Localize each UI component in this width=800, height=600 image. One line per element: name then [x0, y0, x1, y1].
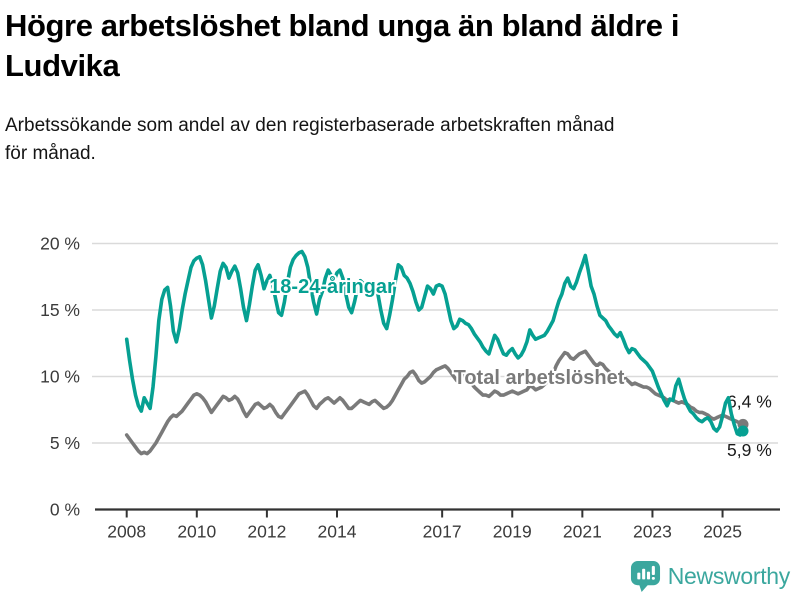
series-line-total-arbetsl-shet — [124, 349, 745, 456]
chart-subtitle-line2: för månad. — [5, 142, 96, 164]
brand-footer: Newsworthy — [630, 560, 790, 593]
end-label-18-24-ringar: 5,9 % — [727, 440, 772, 460]
newsworthy-logo-icon — [630, 561, 660, 592]
chart-subtitle: Arbetssökande som andel av den registerb… — [5, 112, 790, 168]
svg-text:0 %: 0 % — [50, 500, 80, 520]
unemployment-chart: 0 %5 %10 %15 %20 %2008 2010 2012 2014 2017 20… — [40, 234, 780, 542]
x-tick-label-2010: 2010 — [177, 522, 216, 542]
x-tick-label-2025: 2025 — [703, 522, 742, 542]
series-label-18-24-ringar: 18-24-åringar — [269, 275, 395, 298]
page-title-line2: Ludvika — [5, 48, 120, 84]
x-tick-label-2014: 2014 — [318, 522, 357, 542]
x-tick-label-2017: 2017 — [423, 522, 462, 542]
svg-text:5 %: 5 % — [50, 433, 80, 453]
x-tick-label-2019: 2019 — [493, 522, 532, 542]
x-tick-label-2008: 2008 — [107, 522, 146, 542]
svg-text:10 %: 10 % — [40, 367, 80, 387]
page-title-line1: Högre arbetslöshet bland unga än bland ä… — [5, 8, 680, 43]
chart-subtitle-line1: Arbetssökande som andel av den registerb… — [5, 114, 615, 136]
series-line-18-24-ringar — [124, 249, 745, 437]
series-end-dot-18-24-ringar — [737, 425, 749, 437]
x-axis: 2008 2010 2012 2014 2017 2019 2021 2023 2025 — [95, 508, 780, 542]
x-tick-label-2012: 2012 — [247, 522, 286, 542]
chart-header: Högre arbetslöshet bland unga än bland ä… — [0, 0, 800, 168]
brand-name: Newsworthy — [667, 563, 791, 589]
x-tick-label-2023: 2023 — [633, 522, 672, 542]
svg-text:20 %: 20 % — [40, 234, 80, 254]
series-label-total-arbetsl-shet: Total arbetslöshet — [454, 367, 625, 389]
y-gridlines — [92, 242, 778, 444]
end-label-total-arbetsl-shet: 6,4 % — [727, 391, 772, 411]
x-tick-label-2021: 2021 — [563, 522, 602, 542]
y-axis-labels: 0 % 5 % 10 % 15 % 20 % — [40, 234, 80, 520]
svg-text:15 %: 15 % — [40, 300, 80, 320]
page-title: Högre arbetslöshet bland unga än bland ä… — [5, 6, 790, 87]
